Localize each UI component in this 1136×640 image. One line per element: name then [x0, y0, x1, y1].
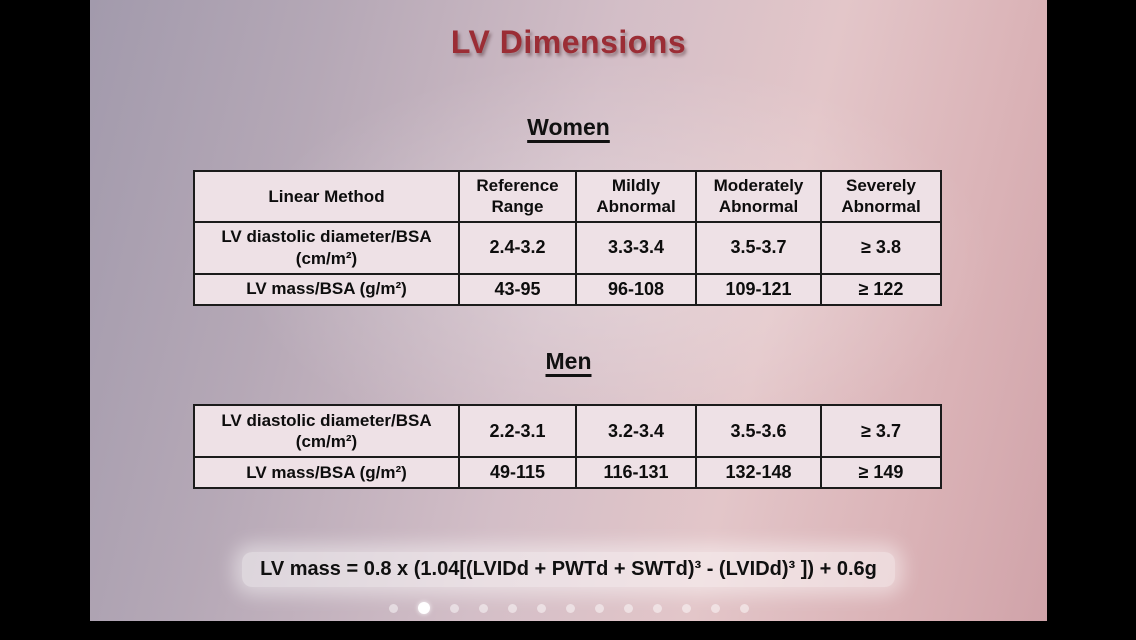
row-label: LV diastolic diameter/BSA (cm/m²)	[193, 404, 460, 458]
slide-dot[interactable]	[565, 603, 575, 613]
value-cell: 116-131	[575, 456, 697, 489]
row-label: LV mass/BSA (g/m²)	[193, 456, 460, 489]
slide-dot[interactable]	[623, 603, 633, 613]
slide-dot[interactable]	[739, 603, 749, 613]
slide-dot[interactable]	[417, 602, 430, 614]
table-row: LV diastolic diameter/BSA (cm/m²) 2.2-3.…	[193, 404, 942, 458]
row-label: LV mass/BSA (g/m²)	[193, 272, 460, 306]
value-cell: 43-95	[458, 272, 577, 306]
slide-title: LV Dimensions	[450, 24, 687, 60]
value-cell: 3.3-3.4	[575, 220, 697, 275]
women-heading: Women	[527, 114, 610, 140]
slide: LV Dimensions Women Linear Method Refere…	[90, 0, 1047, 621]
slide-dot[interactable]	[449, 603, 459, 613]
value-cell: ≥ 3.8	[820, 220, 942, 275]
slide-dot[interactable]	[388, 603, 398, 613]
men-heading: Men	[545, 348, 592, 374]
women-table: Linear Method Reference Range Mildly Abn…	[193, 170, 942, 306]
value-cell: ≥ 122	[820, 272, 942, 306]
value-cell: 96-108	[575, 272, 697, 306]
letterbox-bottom	[0, 621, 1136, 640]
value-cell: 2.2-3.1	[458, 404, 577, 458]
value-cell: 49-115	[458, 456, 577, 489]
men-table: LV diastolic diameter/BSA (cm/m²) 2.2-3.…	[193, 404, 942, 489]
column-header-moderately-abnormal: Moderately Abnormal	[695, 170, 822, 223]
column-header-severely-abnormal: Severely Abnormal	[820, 170, 942, 223]
women-header-row: Linear Method Reference Range Mildly Abn…	[193, 170, 942, 223]
row-label: LV diastolic diameter/BSA (cm/m²)	[193, 220, 460, 275]
value-cell: 3.2-3.4	[575, 404, 697, 458]
slide-dot[interactable]	[478, 603, 488, 613]
letterbox-right	[1047, 0, 1136, 640]
letterbox-left	[0, 0, 90, 640]
table-row: LV mass/BSA (g/m²) 43-95 96-108 109-121 …	[193, 272, 942, 306]
slide-dots	[90, 602, 1047, 614]
value-cell: 3.5-3.7	[695, 220, 822, 275]
column-header-reference-range: Reference Range	[458, 170, 577, 223]
column-header-mildly-abnormal: Mildly Abnormal	[575, 170, 697, 223]
formula-container: LV mass = 0.8 x (1.04[(LVIDd + PWTd + SW…	[90, 552, 1047, 587]
value-cell: 3.5-3.6	[695, 404, 822, 458]
value-cell: 2.4-3.2	[458, 220, 577, 275]
column-header-linear-method: Linear Method	[193, 170, 460, 223]
slide-dot[interactable]	[507, 603, 517, 613]
value-cell: 109-121	[695, 272, 822, 306]
slide-dot[interactable]	[536, 603, 546, 613]
value-cell: 132-148	[695, 456, 822, 489]
table-row: LV diastolic diameter/BSA (cm/m²) 2.4-3.…	[193, 220, 942, 275]
slide-dot[interactable]	[710, 603, 720, 613]
value-cell: ≥ 3.7	[820, 404, 942, 458]
table-row: LV mass/BSA (g/m²) 49-115 116-131 132-14…	[193, 456, 942, 489]
value-cell: ≥ 149	[820, 456, 942, 489]
slide-dot[interactable]	[681, 603, 691, 613]
slide-dot[interactable]	[652, 603, 662, 613]
slide-dot[interactable]	[594, 603, 604, 613]
lv-mass-formula: LV mass = 0.8 x (1.04[(LVIDd + PWTd + SW…	[242, 552, 895, 587]
